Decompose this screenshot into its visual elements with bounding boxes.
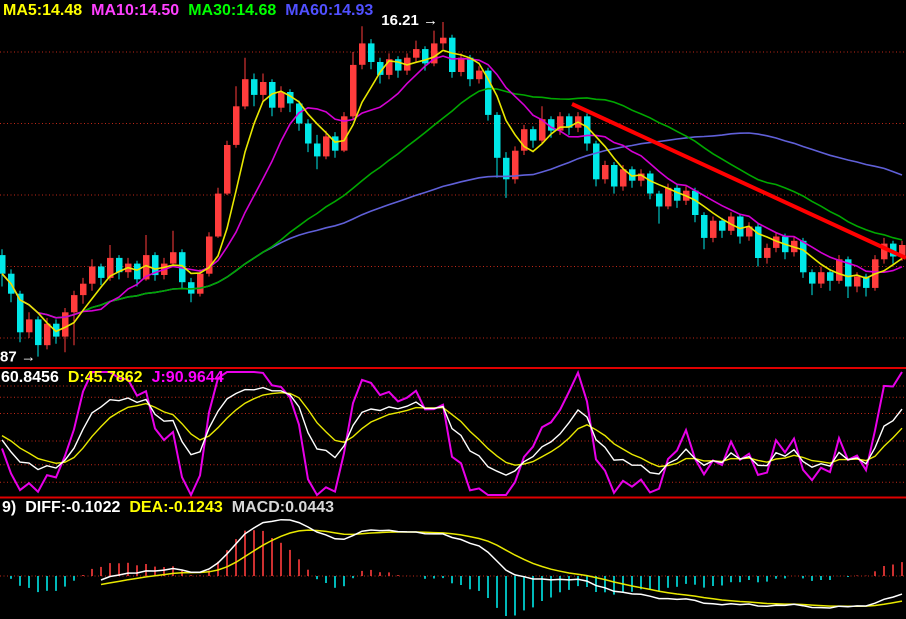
svg-text:87 →: 87 → — [0, 349, 36, 366]
svg-text:16.21 →: 16.21 → — [381, 12, 438, 29]
